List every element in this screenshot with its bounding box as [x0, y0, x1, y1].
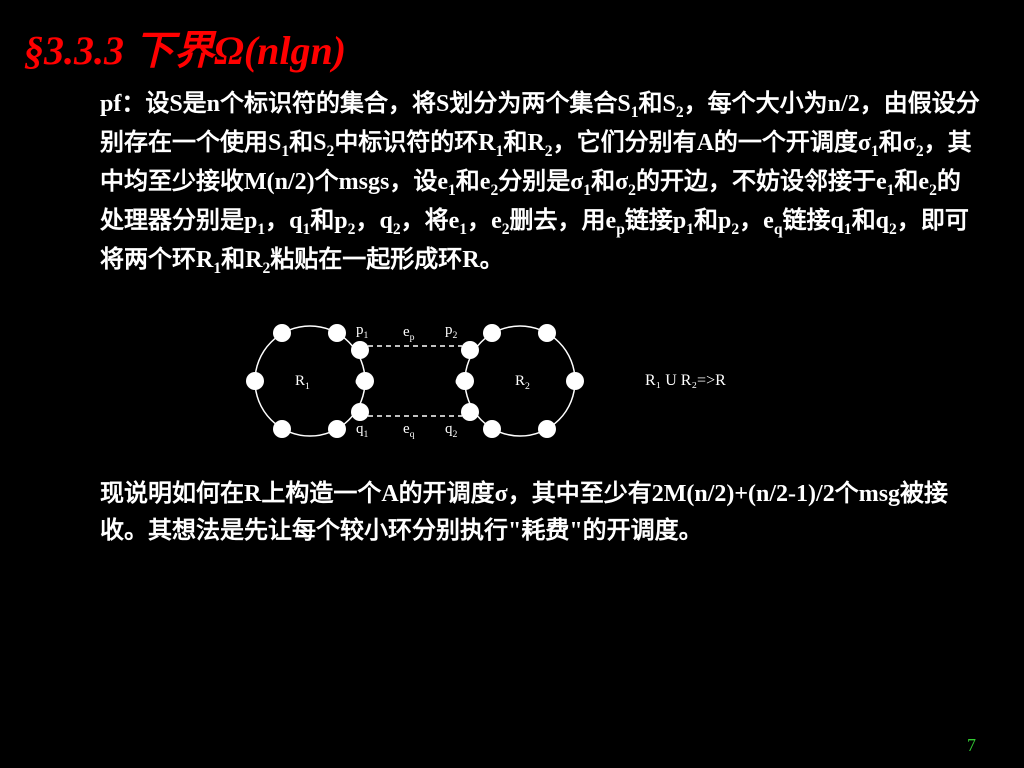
paragraph-2: 现说明如何在R上构造一个A的开调度σ，其中至少有2M(n/2)+(n/2-1)/… [0, 476, 1024, 550]
p2-label: p2 [445, 322, 457, 341]
eq-label: eq [403, 421, 415, 440]
ep-label: ep [403, 324, 415, 343]
e1-label: e1 [355, 373, 367, 392]
union-label: R₁ U R₂=>R [645, 372, 726, 390]
ring-diagram: R1 R2 e1 e2 ep eq p1 p2 q1 q2 R₁ U R₂=>R [0, 296, 1024, 466]
ring2-label: R2 [515, 373, 530, 392]
e2-label: e2 [455, 373, 467, 392]
page-number: 7 [967, 735, 976, 756]
q2-label: q2 [445, 421, 457, 440]
paragraph-1: pf：设S是n个标识符的集合，将S划分为两个集合S1和S2，每个大小为n/2，由… [0, 76, 1024, 281]
slide-title: §3.3.3 下界Ω(nlgn) [0, 0, 1024, 76]
ring1-label: R1 [295, 373, 310, 392]
q1-label: q1 [356, 421, 368, 440]
p1-label: p1 [356, 322, 368, 341]
